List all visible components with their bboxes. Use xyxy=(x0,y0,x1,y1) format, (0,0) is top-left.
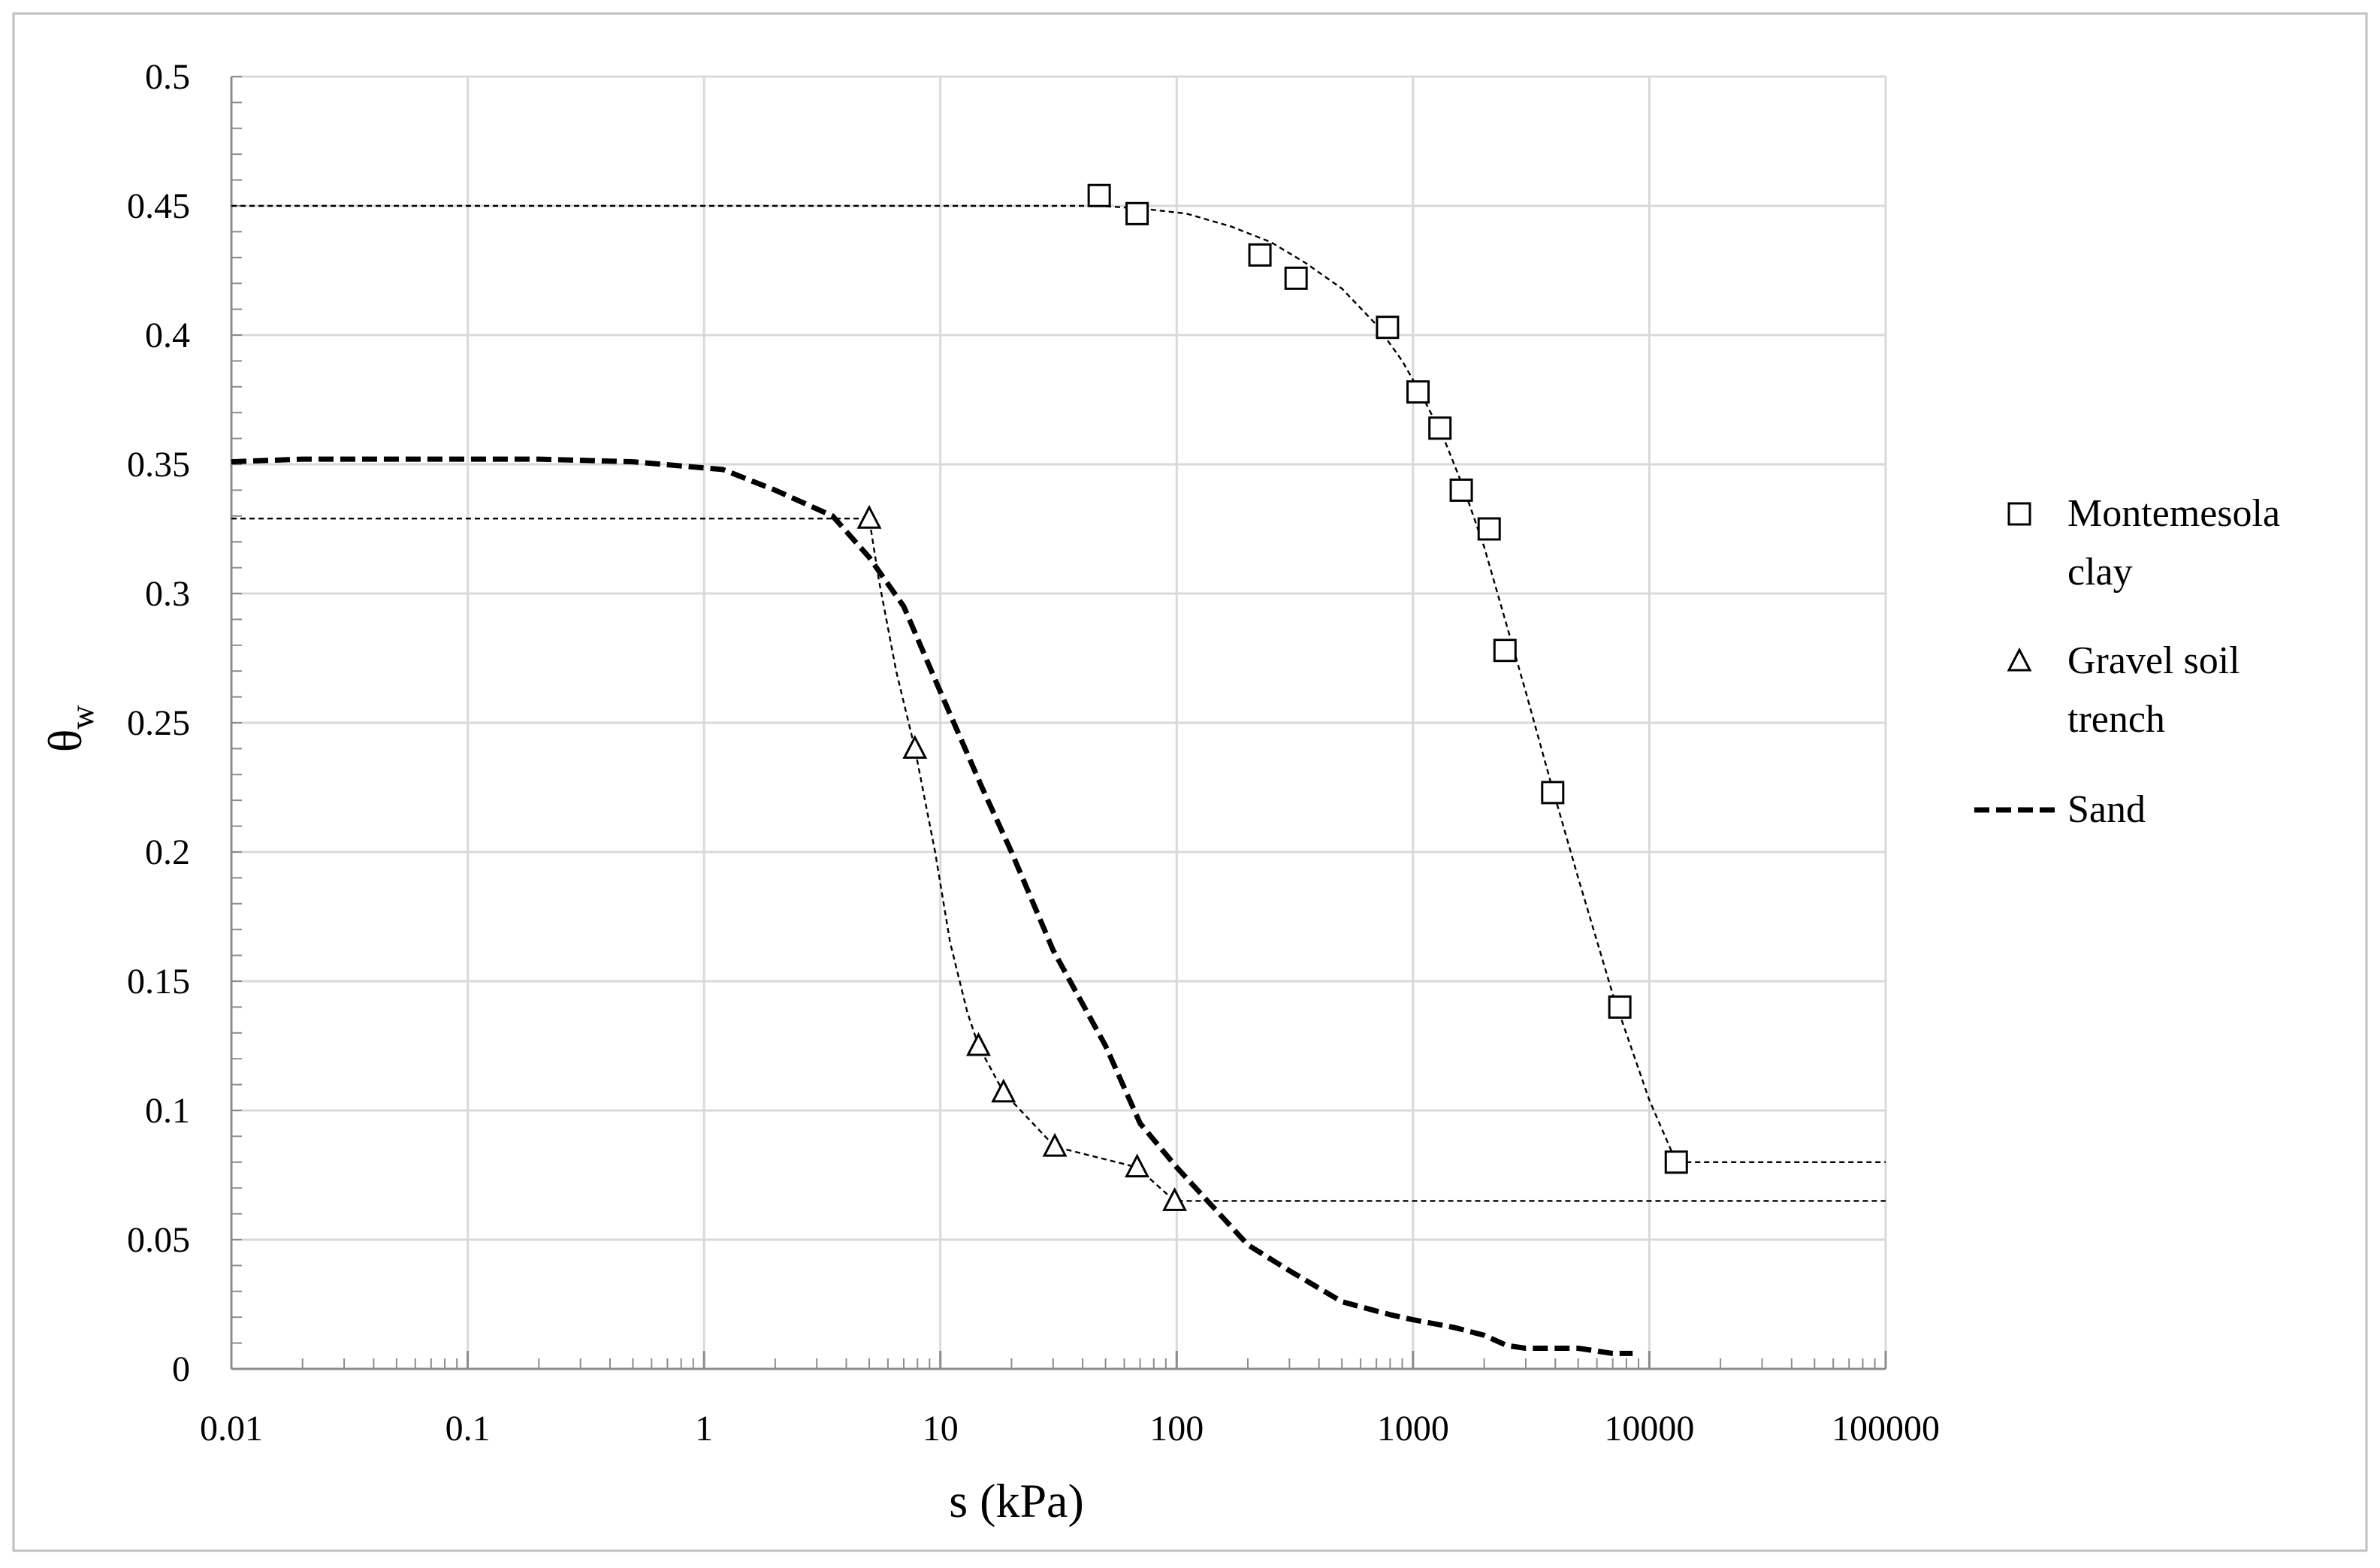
data-point xyxy=(991,1078,1016,1103)
data-point xyxy=(1493,639,1517,663)
x-tick-label: 0.01 xyxy=(200,1409,263,1449)
data-point xyxy=(1162,1187,1187,1211)
data-point xyxy=(1664,1150,1688,1174)
legend-entry-2: Sand xyxy=(1974,788,2146,831)
x-tick-label: 1 xyxy=(695,1409,713,1449)
y-axis-title-subscript: w xyxy=(64,705,101,730)
data-point xyxy=(1087,183,1111,207)
legend-label: Sand xyxy=(2067,788,2146,831)
series-2 xyxy=(231,456,1633,1356)
y-tick-label: 0.2 xyxy=(145,832,190,872)
data-point xyxy=(1248,243,1272,267)
data-point xyxy=(856,504,882,529)
data-point xyxy=(902,735,928,759)
legend: Montemesola clay Gravel soil trench Sand xyxy=(1974,492,2280,831)
outer-frame xyxy=(12,12,2368,1552)
x-tick-label: 1000 xyxy=(1377,1409,1449,1449)
y-tick-label: 0.35 xyxy=(127,445,190,485)
x-tick-label: 10 xyxy=(923,1409,959,1449)
series-layer xyxy=(231,183,1886,1356)
y-axis-title-main: θ xyxy=(38,730,92,753)
legend-entry-1: Gravel soil trench xyxy=(2007,639,2240,741)
legend-label: clay xyxy=(2067,551,2133,594)
x-tick-label: 100000 xyxy=(1832,1409,1940,1449)
legend-marker xyxy=(2007,502,2031,526)
y-tick-label: 0.25 xyxy=(127,703,190,743)
data-point xyxy=(1376,316,1400,340)
series-1 xyxy=(231,504,1886,1211)
data-point xyxy=(1125,201,1149,225)
tick-labels: 0.01 0.1 1 10 100 1000 10000 100000 0 0.05 0.1 0.15… xyxy=(127,57,1940,1449)
y-axis-title: θw xyxy=(38,705,101,753)
series-line xyxy=(231,456,1633,1356)
x-axis-title: s (kPa) xyxy=(949,1474,1084,1527)
x-tick-label: 10000 xyxy=(1604,1409,1694,1449)
data-point xyxy=(1449,478,1473,502)
data-point xyxy=(1406,380,1430,404)
axes xyxy=(230,76,1887,1370)
y-tick-label: 0.5 xyxy=(145,57,190,97)
data-point xyxy=(1042,1132,1068,1157)
legend-label: Gravel soil xyxy=(2067,639,2240,682)
x-tick-label: 100 xyxy=(1149,1409,1204,1449)
data-point xyxy=(1125,1153,1150,1178)
legend-label: Montemesola xyxy=(2067,492,2280,535)
legend-marker xyxy=(2007,647,2032,672)
y-tick-label: 0.4 xyxy=(145,316,190,355)
data-point xyxy=(1477,517,1501,541)
legend-label: trench xyxy=(2067,698,2165,741)
grid-lines xyxy=(231,75,1887,1369)
series-fit-line xyxy=(231,518,1886,1202)
data-point xyxy=(966,1032,991,1056)
y-tick-label: 0.45 xyxy=(127,186,190,226)
legend-entry-0: Montemesola clay xyxy=(2007,492,2280,594)
y-tick-label: 0.05 xyxy=(127,1220,190,1260)
y-tick-label: 0.1 xyxy=(145,1091,190,1131)
data-point xyxy=(1608,995,1632,1019)
y-tick-label: 0.3 xyxy=(145,574,190,614)
y-tick-label: 0.15 xyxy=(127,962,190,1002)
y-tick-label: 0 xyxy=(172,1349,190,1389)
data-point xyxy=(1541,781,1565,805)
x-tick-label: 0.1 xyxy=(445,1409,491,1449)
data-point xyxy=(1284,266,1308,290)
series-0 xyxy=(231,183,1886,1174)
data-point xyxy=(1428,416,1452,440)
